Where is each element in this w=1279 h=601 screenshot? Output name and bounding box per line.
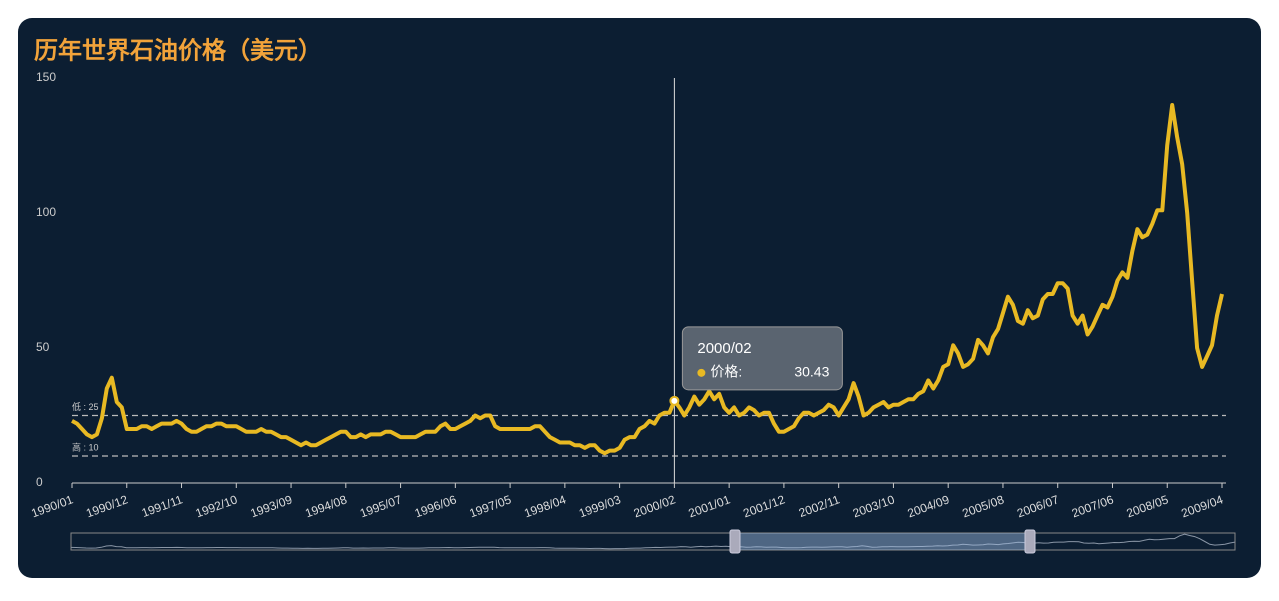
slider-handle [1024, 529, 1036, 554]
y-tick-label: 150 [36, 70, 56, 84]
y-tick-label: 100 [36, 205, 56, 219]
mark-line-label: 高 : 10 [72, 441, 99, 452]
chart-title: 历年世界石油价格（美元） [34, 36, 322, 64]
y-tick-label: 50 [36, 340, 50, 354]
tooltip: 2000/02 价格: 30.43 [681, 326, 843, 391]
y-tick-label: 0 [36, 475, 43, 489]
hover-point [669, 395, 680, 406]
slider-line [70, 533, 1236, 550]
tooltip-title: 2000/02 [697, 340, 751, 357]
tooltip-value: 30.43 [794, 364, 829, 380]
tooltip-label: 价格: [710, 364, 742, 380]
tooltip-dot [697, 368, 706, 377]
mark-line-label: 低 : 25 [72, 401, 99, 412]
slider-selection [735, 533, 1030, 550]
slider-handle [729, 529, 741, 554]
card [18, 18, 1261, 578]
price-line [71, 103, 1224, 456]
tooltip-box [681, 326, 843, 391]
slider-track [70, 532, 1236, 551]
